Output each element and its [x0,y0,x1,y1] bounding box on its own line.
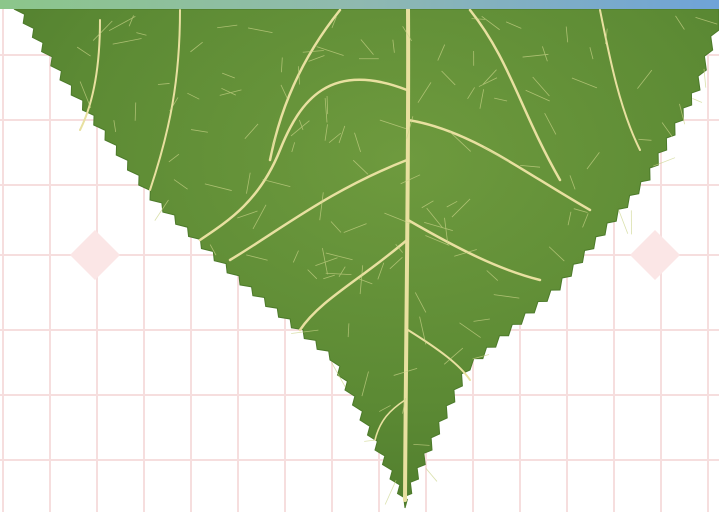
fine-vein [135,102,136,120]
top-bar [0,0,719,9]
leaf-photo [0,0,719,512]
page: (() => { const ns = 'http://www.w3.org/2… [0,0,719,512]
